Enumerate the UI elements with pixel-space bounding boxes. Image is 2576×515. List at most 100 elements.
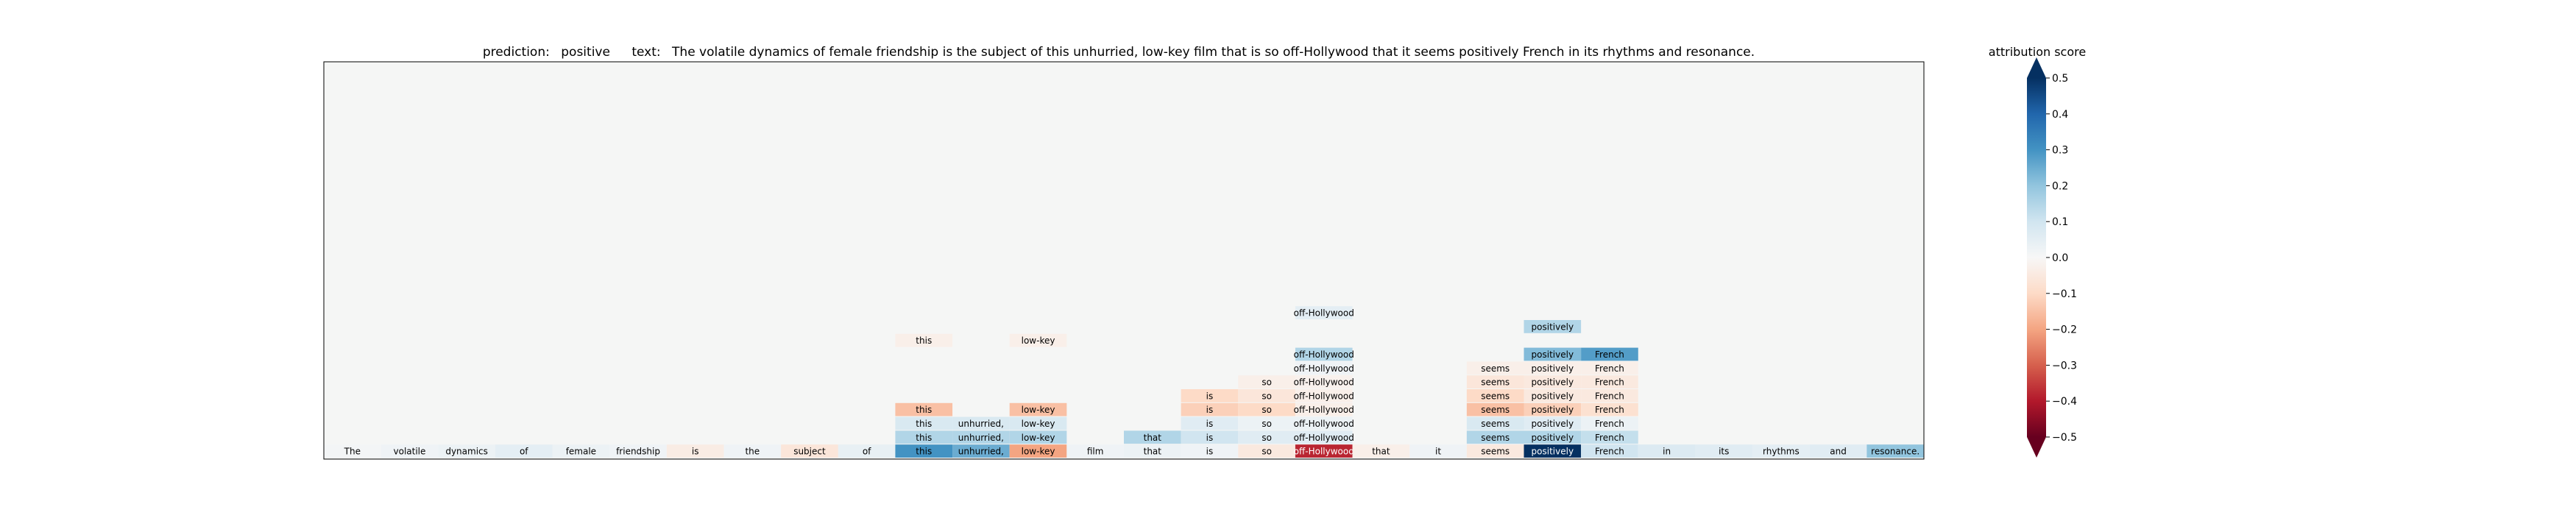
subrow-2-token-22-cell	[1581, 416, 1638, 430]
subrow-3-token-20-cell	[1466, 402, 1524, 416]
token-13-label: film	[1087, 447, 1104, 457]
token-17-label: off-Hollywood	[1294, 447, 1354, 457]
token-0-label: The	[344, 447, 361, 457]
token-5-cell	[609, 444, 667, 458]
subrow-1-token-14-label: that	[1144, 433, 1162, 443]
token-9-label: of	[863, 447, 871, 457]
subrow-4-token-22-cell	[1581, 389, 1638, 402]
subrow-2-token-10-cell	[895, 416, 953, 430]
token-3-cell	[495, 444, 553, 458]
subrow-3-token-16-cell	[1238, 402, 1295, 416]
subrow-1-token-15-label: is	[1206, 433, 1214, 443]
subrow-7-token-21-cell	[1524, 347, 1582, 361]
token-6-cell	[666, 444, 724, 458]
colorbar-tick-label: −0.2	[2052, 324, 2077, 336]
token-26-cell	[1809, 444, 1867, 458]
subrow-1-token-20-label: seems	[1481, 433, 1510, 443]
token-27-cell	[1866, 444, 1924, 458]
token-19-label: it	[1435, 447, 1441, 457]
subrow-3-token-16-label: so	[1262, 405, 1272, 415]
subrow-1-token-22-cell	[1581, 430, 1638, 444]
token-10-label: this	[916, 447, 932, 457]
token-20-cell	[1466, 444, 1524, 458]
colorbar-tick-label: −0.1	[2052, 288, 2077, 300]
subrow-6-token-21-label: positively	[1532, 363, 1574, 374]
subrow-5-token-20-label: seems	[1481, 377, 1510, 388]
colorbar-tick-label: 0.1	[2052, 216, 2068, 228]
subrow-3-token-12-cell	[1009, 402, 1067, 416]
token-13-cell	[1066, 444, 1124, 458]
token-12-cell	[1009, 444, 1067, 458]
subrow-3-token-21-cell	[1524, 402, 1582, 416]
subrow-4-token-20-label: seems	[1481, 391, 1510, 401]
colorbar-tick-label: −0.4	[2052, 396, 2077, 408]
token-6-label: is	[692, 447, 699, 457]
colorbar-tick-label: −0.3	[2052, 360, 2077, 372]
token-16-label: so	[1262, 447, 1272, 457]
token-1-cell	[381, 444, 439, 458]
colorbar-max-extend	[2027, 57, 2046, 78]
subrow-4-token-21-cell	[1524, 389, 1582, 402]
token-3-label: of	[520, 447, 528, 457]
subrow-1-token-10-cell	[895, 430, 953, 444]
subrow-4-token-16-label: so	[1262, 391, 1272, 401]
token-8-label: subject	[793, 447, 826, 457]
token-27-label: resonance.	[1871, 447, 1919, 457]
token-15-cell	[1181, 444, 1239, 458]
subrow-2-token-20-cell	[1466, 416, 1524, 430]
token-22-label: French	[1595, 447, 1624, 457]
subrow-7-token-21-label: positively	[1532, 349, 1574, 360]
subrow-2-token-10-label: this	[916, 419, 932, 429]
subrow-1-token-20-cell	[1466, 430, 1524, 444]
subrow-3-token-10-label: this	[916, 405, 932, 415]
token-4-cell	[552, 444, 610, 458]
prediction-value: positive	[561, 45, 610, 60]
subrow-4-token-15-cell	[1181, 389, 1239, 402]
subrow-2-token-11-label: unhurried,	[958, 419, 1004, 429]
colorbar-tick-label: −0.5	[2052, 432, 2077, 444]
token-14-label: that	[1144, 447, 1162, 457]
subrow-2-token-21-label: positively	[1532, 419, 1574, 429]
subrow-8-token-12-cell	[1009, 333, 1067, 347]
subrow-2-token-22-label: French	[1595, 419, 1624, 429]
subrow-1-token-11-cell	[952, 430, 1010, 444]
prediction-label: prediction:	[483, 45, 550, 60]
token-20-label: seems	[1481, 447, 1510, 457]
subrow-1-token-22-label: French	[1595, 433, 1624, 443]
plot-background	[324, 62, 1924, 459]
colorbar-min-extend	[2027, 437, 2046, 458]
token-22-cell	[1581, 444, 1638, 458]
subrow-10-token-17-label: off-Hollywood	[1294, 308, 1354, 319]
subrow-5-token-17-label: off-Hollywood	[1294, 377, 1354, 388]
subrow-2-token-17-label: off-Hollywood	[1294, 419, 1354, 429]
token-2-label: dynamics	[445, 447, 488, 457]
subrow-8-token-10-label: this	[916, 335, 932, 346]
subrow-4-token-17-label: off-Hollywood	[1294, 391, 1354, 401]
colorbar-tick-label: 0.5	[2052, 73, 2068, 85]
subrow-5-token-22-cell	[1581, 375, 1638, 388]
subrow-2-token-21-cell	[1524, 416, 1582, 430]
token-2-cell	[438, 444, 495, 458]
subrow-2-token-15-label: is	[1206, 419, 1214, 429]
token-25-cell	[1752, 444, 1810, 458]
subrow-1-token-16-label: so	[1262, 433, 1272, 443]
subrow-5-token-17-cell	[1295, 375, 1353, 388]
token-7-label: the	[745, 447, 760, 457]
subrow-2-token-20-label: seems	[1481, 419, 1510, 429]
token-19-cell	[1409, 444, 1467, 458]
token-18-cell	[1352, 444, 1410, 458]
token-9-cell	[838, 444, 896, 458]
subrow-1-token-17-label: off-Hollywood	[1294, 433, 1354, 443]
subrow-4-token-16-cell	[1238, 389, 1295, 402]
subrow-4-token-17-cell	[1295, 389, 1353, 402]
subrow-2-token-11-cell	[952, 416, 1010, 430]
subrow-2-token-16-label: so	[1262, 419, 1272, 429]
subrow-2-token-16-cell	[1238, 416, 1295, 430]
colorbar: attribution score −0.5 −0.4 −0.3 −0.2 −0.1 0.…	[1989, 45, 2086, 458]
token-17-cell	[1295, 444, 1353, 458]
subrow-8-token-10-cell	[895, 333, 953, 347]
colorbar-tick-label: 0.4	[2052, 109, 2068, 121]
colorbar-tick-label: 0.3	[2052, 145, 2068, 157]
colorbar-tick-label: 0.0	[2052, 252, 2068, 264]
